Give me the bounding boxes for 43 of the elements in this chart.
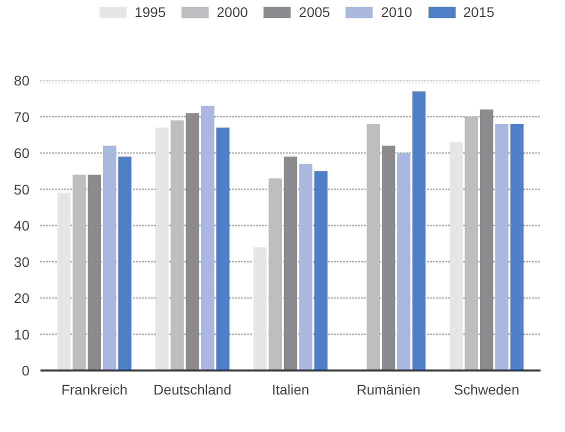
y-tick-label: 50 [14, 181, 30, 198]
bar [268, 178, 282, 370]
bar [57, 192, 71, 370]
y-tick-label: 0 [22, 362, 30, 378]
y-tick-label: 40 [14, 218, 30, 234]
y-tick-label: 20 [14, 290, 30, 306]
legend-label: 2015 [463, 4, 494, 20]
x-tick-label: Italien [272, 382, 310, 398]
y-tick-label: 30 [14, 254, 30, 270]
bar [88, 174, 102, 370]
bar [72, 174, 86, 370]
y-tick-label: 10 [14, 326, 30, 342]
x-tick-label: Rumänien [356, 382, 420, 398]
bar [284, 156, 298, 370]
bar [155, 128, 169, 370]
bar [299, 164, 312, 370]
bar [216, 128, 230, 370]
bar [201, 106, 214, 370]
bar [510, 124, 524, 370]
bar [103, 146, 116, 370]
x-tick-label: Frankreich [61, 382, 128, 398]
legend-label: 2010 [381, 4, 412, 20]
legend-label: 1995 [134, 4, 166, 20]
bar [495, 124, 508, 370]
legend-label: 2005 [298, 4, 330, 20]
bar [382, 146, 396, 370]
y-tick-label: 60 [14, 145, 30, 161]
bar [253, 247, 267, 370]
bar [118, 156, 132, 370]
bar [314, 171, 328, 370]
legend-label: 2000 [216, 4, 248, 20]
bar [397, 153, 410, 370]
bar [170, 120, 184, 370]
x-tick-label: Schweden [454, 382, 520, 398]
y-tick-label: 70 [14, 108, 30, 125]
bar [412, 91, 426, 370]
bar [366, 124, 380, 370]
bar [480, 110, 494, 370]
bar [450, 142, 463, 370]
bar [186, 113, 200, 370]
x-tick-label: Deutschland [154, 382, 232, 398]
y-tick-label: 80 [14, 72, 30, 88]
bar [464, 116, 478, 370]
